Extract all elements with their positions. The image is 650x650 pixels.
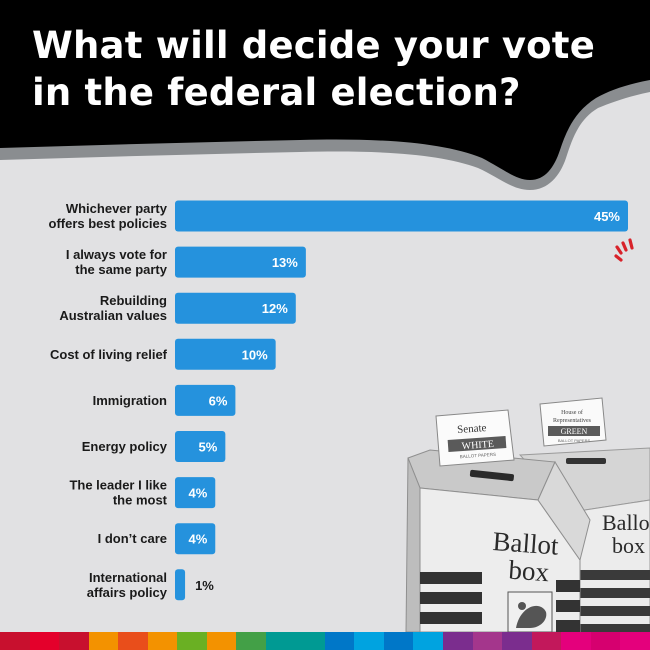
box-slot [566, 458, 606, 464]
color-strip-segment [324, 632, 355, 650]
category-label: Immigration [93, 393, 167, 408]
category-label: I always vote for [66, 247, 167, 262]
card-small: BALLOT PAPERS [558, 438, 591, 443]
color-strip-segment [413, 632, 443, 650]
headline: What will decide your vote in the federa… [32, 24, 595, 114]
color-strip-segment [118, 632, 148, 650]
color-strip-segment [59, 632, 89, 650]
bar [175, 569, 186, 601]
color-strip-segment [354, 632, 384, 650]
value-label: 6% [209, 393, 228, 408]
bar [175, 431, 226, 462]
bar [175, 384, 236, 416]
value-label: 10% [242, 347, 268, 362]
color-strip [0, 632, 650, 650]
color-strip-segment [620, 632, 650, 650]
color-strip-segment [295, 632, 325, 650]
card-small: BALLOT PAPERS [460, 452, 497, 460]
card-band: GREEN [561, 427, 588, 436]
ballot-box-senate: Senate WHITE BALLOT PAPERS Ballot box [405, 409, 591, 633]
category-label: affairs policy [87, 585, 168, 600]
ballot-card-house: House of Representatives GREEN BALLOT PA… [539, 397, 607, 447]
value-label: 5% [199, 440, 218, 455]
color-strip-segment [147, 632, 178, 650]
color-strip-segment [442, 632, 473, 650]
accent-tick [628, 238, 634, 250]
color-strip-segment [29, 632, 60, 650]
value-label: 4% [188, 486, 207, 501]
value-label: 1% [195, 578, 214, 593]
card-band: WHITE [461, 439, 494, 452]
accent-tick [614, 254, 623, 262]
card-title: House of [561, 409, 583, 416]
value-label: 13% [272, 255, 298, 270]
category-label: The leader I like [69, 478, 167, 493]
value-label: 12% [262, 301, 288, 316]
ballot-card-senate: Senate WHITE BALLOT PAPERS [435, 409, 515, 467]
accent-tick-marks [614, 238, 634, 262]
color-strip-segment [502, 632, 532, 650]
bar [175, 523, 216, 555]
coat-of-arms-emblem [507, 591, 553, 633]
color-strip-segment [561, 632, 591, 650]
category-label: the most [113, 493, 168, 508]
card-title: Representatives [553, 418, 592, 424]
box-label: box [612, 533, 645, 558]
bar [175, 200, 628, 232]
category-label: offers best policies [49, 216, 167, 231]
bar [175, 246, 306, 278]
color-strip-segment [206, 632, 237, 650]
box-bevel [537, 460, 591, 562]
color-strip-segment [531, 632, 562, 650]
color-strip-segment [590, 632, 621, 650]
box-label: Ballo [602, 510, 650, 535]
color-strip-segment [472, 632, 503, 650]
value-label: 45% [594, 209, 620, 224]
color-strip-segment [265, 632, 296, 650]
accent-tick [615, 245, 623, 255]
bar [175, 477, 216, 509]
category-label: Cost of living relief [50, 347, 168, 362]
header-black-shape [0, 0, 650, 180]
color-strip-segment [177, 632, 207, 650]
box-label: box [508, 555, 551, 588]
color-strip-segment [383, 632, 414, 650]
category-label: Whichever party [66, 201, 168, 216]
color-strip-segment [88, 632, 119, 650]
color-strip-segment [0, 632, 30, 650]
category-label: Australian values [59, 308, 167, 323]
box-label: Ballot [492, 526, 560, 561]
card-title: Senate [457, 422, 487, 436]
category-label: Energy policy [82, 439, 168, 454]
category-label: I don’t care [98, 531, 167, 546]
value-label: 4% [188, 532, 207, 547]
box-stripes [420, 572, 580, 632]
bar [175, 292, 296, 324]
box-slot [469, 469, 514, 482]
box-left-face [405, 457, 421, 633]
category-label: International [89, 570, 167, 585]
bar [175, 338, 276, 370]
ballot-boxes-photo: House of Representatives GREEN BALLOT PA… [405, 397, 650, 633]
category-label: the same party [75, 262, 168, 277]
category-label: Rebuilding [100, 293, 167, 308]
accent-tick [621, 241, 628, 252]
box-stripes [580, 570, 650, 632]
color-strip-segment [236, 632, 266, 650]
